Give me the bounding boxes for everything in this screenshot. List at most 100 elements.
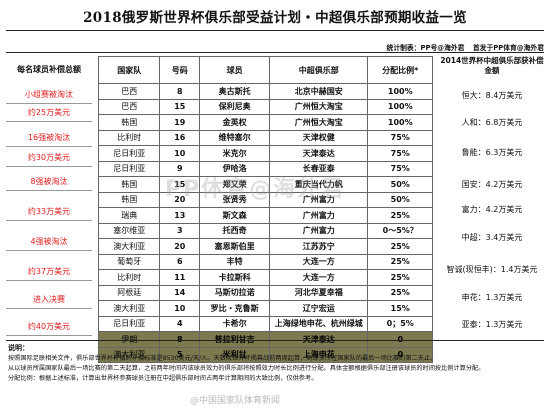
cell-player: 普拉利甘吉 (199, 331, 270, 348)
cell-number: 15 (159, 98, 201, 115)
note-line-3: 分配比例：根据上述标准，计算出世界杯参赛球员注册在中超俱乐部时间占两年计算期间的… (8, 375, 318, 382)
cell-team: 比利时 (97, 269, 161, 286)
credit-publish: 首发于PP体育@海外君 (472, 44, 544, 52)
right-item: 亚泰： 1.3万美元 (438, 319, 546, 330)
cell-ratio: 25% (367, 284, 433, 301)
cell-club: 大连一方 (268, 253, 369, 270)
cell-club: 辽宁宏运 (268, 300, 369, 317)
table-row: 尼日利亚 10 米克尔 天津泰达 75% (97, 145, 433, 162)
cell-player: 卡希尔 (199, 315, 270, 332)
table-row: 葡萄牙 6 丰特 大连一方 25% (97, 253, 433, 270)
left-amount-8: 约33万美元 (6, 202, 92, 221)
note-line-2: 从以球员所属国家队最后一场比赛的第二天起算，之前两年时间内该球员效力的俱乐部将按… (8, 365, 485, 372)
cell-club: 上海绿地申花、杭州绿城 (268, 315, 369, 332)
cell-team: 澳大利亚 (97, 238, 161, 255)
cell-number: 6 (159, 253, 201, 270)
cell-player: 保利尼奥 (199, 98, 270, 115)
col-number: 号码 (159, 56, 201, 84)
cell-team: 阿根廷 (97, 284, 161, 301)
cell-ratio: 25% (367, 253, 433, 270)
table-row: 阿根廷 14 马斯切拉诺 河北华夏幸福 25% (97, 284, 433, 301)
cell-player: 米利甘 (199, 346, 270, 363)
cell-player: 米克尔 (199, 145, 270, 162)
cell-club: 广州富力 (268, 222, 369, 239)
right-item: 恒大： 8.4万美元 (438, 90, 546, 101)
cell-ratio: 75% (367, 160, 433, 177)
cell-team: 尼日利亚 (97, 315, 161, 332)
page-title: 2018俄罗斯世界杯俱乐部受益计划・中超俱乐部预期收益一览 (83, 10, 467, 26)
table-row: 巴西 15 保利尼奥 广州恒大淘宝 100% (97, 98, 433, 115)
right-item-club: 国安： (461, 180, 486, 189)
cell-player: 维特塞尔 (199, 129, 270, 146)
cell-team: 伊朗 (97, 331, 161, 348)
cell-number: 10 (159, 300, 201, 317)
cell-number: 13 (159, 207, 201, 224)
right-item-value: 1.3万美元 (485, 320, 523, 329)
bottom-watermark: @中国国家队体育新闻 (190, 396, 281, 406)
cell-club: 上海申花 (268, 346, 369, 363)
left-amount-16: 约30万美元 (6, 148, 92, 167)
cell-team: 巴西 (97, 83, 161, 100)
col-team: 国家队 (97, 56, 161, 84)
cell-club: 天津泰达 (268, 145, 369, 162)
col-ratio: 分配比例* (367, 56, 433, 84)
cell-club: 河北华夏幸福 (268, 284, 369, 301)
cell-number: 10 (159, 145, 201, 162)
cell-number: 5 (159, 346, 201, 363)
cell-number: 16 (159, 129, 201, 146)
cell-ratio: 100% (367, 83, 433, 100)
left-header: 每名球员补偿总额 (17, 64, 81, 74)
right-item: 智诚(现恒丰)： 1.4万美元 (438, 264, 546, 275)
right-item: 申花： 1.3万美元 (438, 292, 546, 303)
cell-team: 澳大利亚 (97, 300, 161, 317)
cell-team: 韩国 (97, 176, 161, 193)
cell-ratio: 0～5%？ (367, 222, 433, 239)
cell-ratio: 0；5% (367, 315, 433, 332)
top-rule (6, 30, 544, 31)
cell-team: 澳大利亚 (97, 346, 161, 363)
cell-team: 比利时 (97, 129, 161, 146)
cell-ratio: 75% (367, 129, 433, 146)
cell-number: 8 (159, 331, 201, 348)
table-row: 尼日利亚 4 卡希尔 上海绿地申花、杭州绿城 0；5% (97, 315, 433, 332)
cell-ratio: 25% (367, 207, 433, 224)
notes-label: 说明： (8, 344, 29, 352)
table-row: 澳大利亚 10 罗比・克鲁斯 辽宁宏运 15% (97, 300, 433, 317)
header-rule (6, 52, 544, 53)
cell-player: 卡拉斯科 (199, 269, 270, 286)
cell-team: 瑞典 (97, 207, 161, 224)
cell-ratio: 50% (367, 191, 433, 208)
right-item: 人和： 6.8万美元 (438, 117, 546, 128)
right-header: 2014世界杯中超俱乐部获补偿金额 (440, 56, 544, 75)
cell-team: 巴西 (97, 98, 161, 115)
left-stage-group: 小组赛被淘汰 (6, 85, 92, 104)
cell-ratio: 75% (367, 145, 433, 162)
cell-player: 罗比・克鲁斯 (199, 300, 270, 317)
left-amount-final: 约40万美元 (6, 317, 92, 336)
left-amount-group: 约25万美元 (6, 103, 92, 122)
cell-club: 广州恒大淘宝 (268, 98, 369, 115)
cell-number: 4 (159, 315, 201, 332)
credit-stats: 统计制表：PP号@海外君 (386, 44, 465, 52)
cell-club: 北京中赫国安 (268, 83, 369, 100)
table-row: 比利时 16 维特塞尔 天津权健 75% (97, 129, 433, 146)
right-item-club: 人和： (461, 118, 486, 127)
cell-player: 斯文森 (199, 207, 270, 224)
cell-team: 尼日利亚 (97, 145, 161, 162)
cell-team: 尼日利亚 (97, 160, 161, 177)
cell-ratio: 15% (367, 300, 433, 317)
right-item-value: 1.4万美元 (500, 265, 538, 274)
table-row: 澳大利亚 20 塞恩斯伯里 江苏苏宁 25% (97, 238, 433, 255)
col-ratio-label: 分配比例 (382, 65, 415, 75)
notes-rule (6, 340, 544, 341)
cell-player: 塞恩斯伯里 (199, 238, 270, 255)
table-row: 伊朗8普拉利甘吉天津泰达0 (97, 331, 433, 348)
right-item-value: 6.8万美元 (485, 118, 523, 127)
right-item-value: 4.2万美元 (485, 205, 523, 214)
table-row: 尼日利亚 9 伊哈洛 长春亚泰 75% (97, 160, 433, 177)
credit-line: 统计制表：PP号@海外君 首发于PP体育@海外君 (260, 42, 544, 52)
note-line-1: 按照国际足联相关文件，俱乐部世界杯补偿的补偿标准是8530美元/天/人。天数从世… (8, 355, 437, 362)
cell-team: 塞尔维亚 (97, 222, 161, 239)
left-amount-4: 约37万美元 (6, 262, 92, 281)
cell-player: 金英权 (199, 114, 270, 131)
